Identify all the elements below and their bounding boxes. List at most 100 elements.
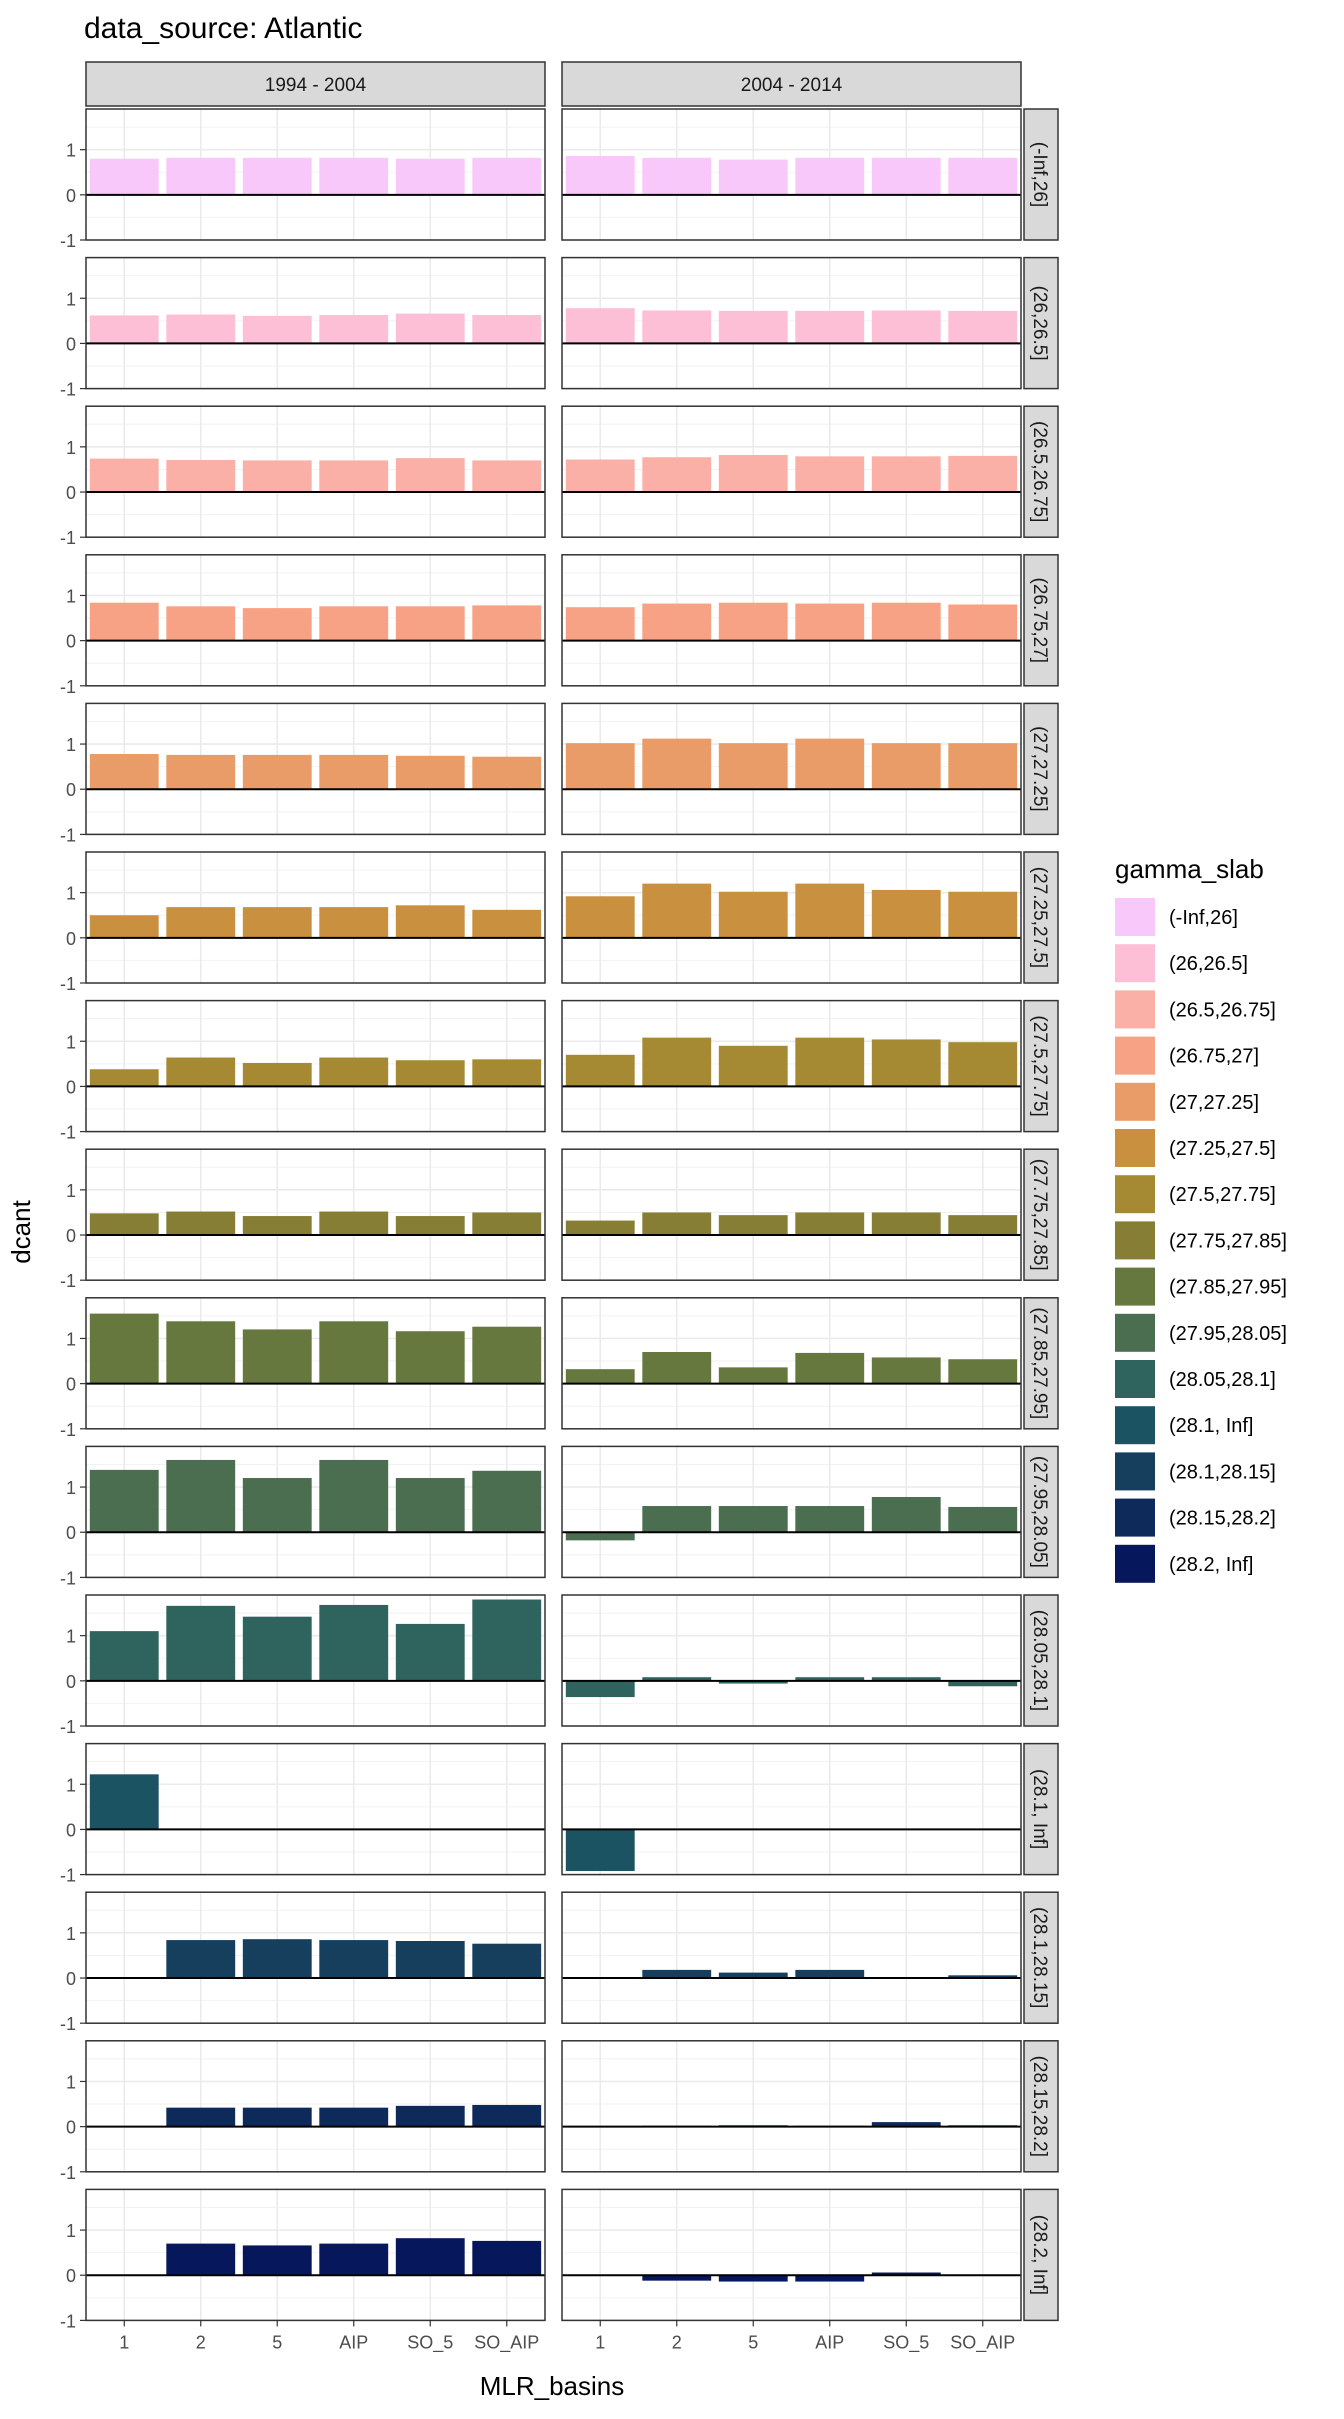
row-strip-label: (27.25,27.5] xyxy=(1029,867,1050,968)
bar-2 xyxy=(166,1057,236,1087)
bar-1 xyxy=(565,1532,635,1541)
bar-2 xyxy=(166,606,236,641)
facet-panel xyxy=(85,999,546,1133)
bar-1 xyxy=(89,1631,159,1681)
panel-background xyxy=(562,554,1021,686)
panel-background xyxy=(86,703,545,835)
bar-5 xyxy=(718,602,788,641)
bar-SO_AIP xyxy=(948,310,1018,344)
bar-5 xyxy=(242,1062,312,1087)
y-tick-label: -1 xyxy=(60,380,76,400)
panel-background xyxy=(562,703,1021,835)
y-tick-label: -1 xyxy=(60,974,76,994)
bar-SO_5 xyxy=(395,313,465,344)
row-strip xyxy=(1023,1445,1059,1579)
row-strip-label: (27.5,27.75] xyxy=(1029,1015,1050,1116)
bar-SO_5 xyxy=(395,1331,465,1384)
panel-background xyxy=(562,1743,1021,1875)
bar-1 xyxy=(89,1469,159,1533)
row-strip-label: (27,27.25] xyxy=(1029,726,1050,812)
bar-SO_5 xyxy=(871,157,941,195)
facet-panel xyxy=(85,256,546,390)
panel-border xyxy=(85,851,546,984)
bar-AIP xyxy=(319,157,389,195)
y-tick-label: -1 xyxy=(60,2311,76,2331)
y-tick-label: -1 xyxy=(60,1717,76,1737)
panel-background xyxy=(86,1000,545,1132)
bar-5 xyxy=(718,1506,788,1533)
facet-panel xyxy=(561,1594,1022,1727)
x-tick-label: AIP xyxy=(339,2332,368,2352)
y-tick-label: 1 xyxy=(66,586,76,606)
bar-SO_5 xyxy=(871,1677,941,1681)
facet-panel xyxy=(85,1148,546,1281)
row-strip-label: (28.1,28.15] xyxy=(1029,1907,1050,2008)
facet-panel xyxy=(561,702,1022,836)
bar-2 xyxy=(166,1605,236,1681)
bar-5 xyxy=(242,1939,312,1979)
legend-key xyxy=(1115,1452,1155,1491)
row-strip xyxy=(1023,256,1059,390)
facet-panel xyxy=(85,405,546,539)
row-strip-label: (27.85,27.95] xyxy=(1029,1307,1050,1419)
panel-border xyxy=(85,2188,546,2322)
bar-SO_AIP xyxy=(472,1943,542,1979)
x-tick-label: 5 xyxy=(748,2332,758,2352)
bar-2 xyxy=(642,1969,712,1979)
panel-border xyxy=(85,1445,546,1579)
bar-1 xyxy=(89,158,159,195)
panel-border xyxy=(561,1148,1022,1281)
y-tick-label: 1 xyxy=(66,884,76,904)
panel-background xyxy=(86,1297,545,1429)
bar-5 xyxy=(242,754,312,790)
bar-5 xyxy=(718,1680,788,1684)
y-tick-label: 1 xyxy=(66,1181,76,1201)
panel-border xyxy=(561,554,1022,687)
panel-border xyxy=(561,1594,1022,1727)
legend-key xyxy=(1115,898,1155,936)
bar-2 xyxy=(642,457,712,493)
y-tick-label: 0 xyxy=(66,780,76,800)
panel-background xyxy=(562,1892,1021,2024)
facet-panel xyxy=(561,256,1022,390)
bar-SO_AIP xyxy=(472,2104,542,2127)
bar-AIP xyxy=(795,1506,865,1533)
legend-key xyxy=(1115,1175,1155,1214)
panel-background xyxy=(562,1149,1021,1281)
y-tick-label: 0 xyxy=(66,1672,76,1692)
bar-AIP xyxy=(319,314,389,344)
legend-key xyxy=(1115,1267,1155,1306)
facet-panel xyxy=(561,1297,1022,1430)
bar-2 xyxy=(642,1352,712,1384)
panel-border xyxy=(561,702,1022,836)
bar-AIP xyxy=(319,460,389,493)
bar-SO_5 xyxy=(395,755,465,790)
row-strip xyxy=(1023,1742,1059,1876)
y-tick-label: 0 xyxy=(66,1077,76,1097)
bar-AIP xyxy=(795,738,865,790)
bar-SO_AIP xyxy=(472,1059,542,1087)
bar-2 xyxy=(642,2275,712,2281)
x-tick-label: 2 xyxy=(672,2332,682,2352)
legend-label: (27,27.25] xyxy=(1169,1092,1259,1114)
bar-AIP xyxy=(795,1212,865,1236)
bar-SO_5 xyxy=(871,1212,941,1236)
panel-border xyxy=(85,1594,546,1727)
bar-SO_5 xyxy=(395,2105,465,2127)
bar-2 xyxy=(642,738,712,790)
y-tick-label: -1 xyxy=(60,825,76,845)
y-tick-label: 0 xyxy=(66,2118,76,2138)
panel-background xyxy=(86,2040,545,2172)
row-strip xyxy=(1023,2040,1059,2173)
bar-5 xyxy=(718,159,788,195)
bar-5 xyxy=(718,743,788,790)
legend: (-Inf,26] (26,26.5] (26.5,26.75] (26.75,27]… xyxy=(1115,898,1287,1583)
row-strip xyxy=(1023,851,1059,984)
y-tick-label: 0 xyxy=(66,929,76,949)
y-tick-label: 1 xyxy=(66,289,76,309)
row-strip-label: (28.05,28.1] xyxy=(1029,1610,1050,1711)
legend-label: (28.15,28.2] xyxy=(1169,1508,1276,1530)
x-tick-label: SO_AIP xyxy=(474,2332,539,2353)
panel-border xyxy=(561,256,1022,390)
